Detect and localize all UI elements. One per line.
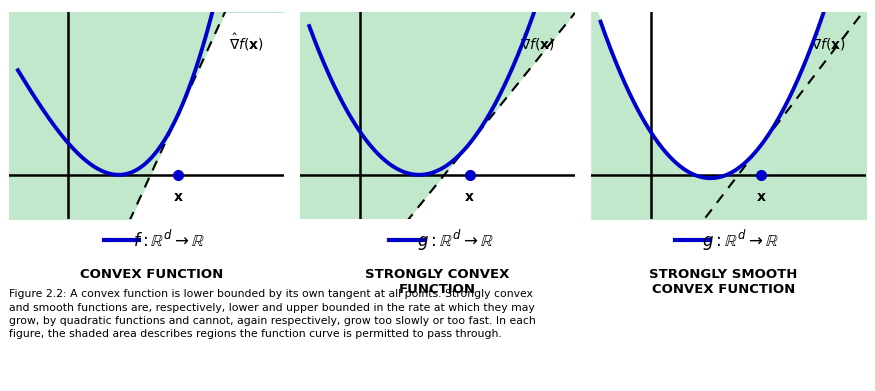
Text: $\mathbf{x}$: $\mathbf{x}$: [173, 190, 184, 204]
Text: STRONGLY SMOOTH
CONVEX FUNCTION: STRONGLY SMOOTH CONVEX FUNCTION: [649, 268, 797, 296]
Text: $\hat{\nabla} f(\mathbf{x})$: $\hat{\nabla} f(\mathbf{x})$: [228, 32, 263, 53]
Text: $\hat{\nabla} f(\mathbf{x})$: $\hat{\nabla} f(\mathbf{x})$: [520, 32, 555, 53]
Text: $f : \mathbb{R}^d \to \mathbb{R}$: $f : \mathbb{R}^d \to \mathbb{R}$: [133, 230, 205, 251]
Text: CONVEX FUNCTION: CONVEX FUNCTION: [80, 268, 223, 281]
Text: $g : \mathbb{R}^d \to \mathbb{R}$: $g : \mathbb{R}^d \to \mathbb{R}$: [703, 228, 779, 253]
Text: $\mathbf{x}$: $\mathbf{x}$: [755, 190, 766, 204]
Text: $\mathbf{x}$: $\mathbf{x}$: [465, 190, 475, 204]
Text: $\hat{\nabla} f(\mathbf{x})$: $\hat{\nabla} f(\mathbf{x})$: [811, 32, 846, 53]
Text: Figure 2.2: A convex function is lower bounded by its own tangent at all points.: Figure 2.2: A convex function is lower b…: [9, 289, 536, 339]
Text: STRONGLY CONVEX
FUNCTION: STRONGLY CONVEX FUNCTION: [366, 268, 509, 296]
Text: $g : \mathbb{R}^d \to \mathbb{R}$: $g : \mathbb{R}^d \to \mathbb{R}$: [416, 228, 494, 253]
